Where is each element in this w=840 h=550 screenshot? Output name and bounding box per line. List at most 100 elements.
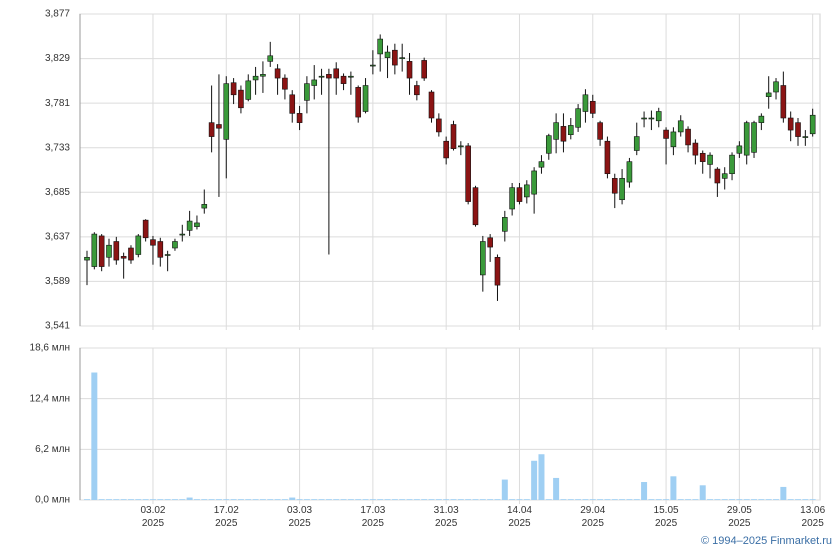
candle-body: [487, 237, 493, 248]
candle-body: [648, 117, 655, 120]
volume-bar: [589, 499, 596, 500]
volume-bar: [787, 499, 794, 500]
volume-bar: [619, 499, 626, 500]
candle-body: [619, 178, 625, 201]
candle-body: [260, 74, 266, 77]
volume-bar: [84, 499, 90, 500]
volume-bar: [237, 499, 244, 500]
candle-body: [164, 254, 171, 256]
x-tick-label: 17.02 2025: [213, 505, 239, 529]
volume-bar: [443, 499, 450, 500]
y-tick-label: 3,877: [45, 9, 70, 20]
volume-bar: [802, 499, 809, 500]
candle-body: [677, 120, 684, 133]
candle-body: [406, 61, 413, 79]
candle-body: [392, 49, 398, 66]
volume-bar: [765, 499, 772, 500]
candle-body: [318, 75, 325, 78]
candle-body: [538, 161, 545, 168]
candle-body: [208, 122, 215, 137]
candle-body: [611, 178, 618, 194]
candle-body: [597, 122, 603, 140]
candle-body: [428, 91, 435, 119]
volume-bar: [758, 499, 765, 500]
volume-bar: [318, 499, 325, 500]
candle-body: [465, 145, 471, 202]
y-tick-label: 3,685: [45, 187, 70, 198]
volume-bar: [457, 499, 464, 500]
volume-bar: [142, 499, 149, 500]
candle-body: [458, 145, 464, 148]
candle-body: [751, 122, 757, 153]
y-tick-label: 3,589: [45, 276, 70, 287]
volume-bar: [340, 499, 347, 500]
volume-bar: [252, 499, 259, 500]
volume-bar: [98, 499, 105, 500]
candle-body: [758, 115, 765, 123]
volume-bar: [648, 499, 655, 500]
candle-body: [450, 124, 457, 149]
candle-body: [523, 184, 530, 198]
volume-bar: [377, 499, 384, 500]
candle-body: [230, 82, 237, 96]
x-tick-label: 17.03 2025: [360, 505, 386, 529]
candle-body: [743, 122, 750, 156]
volume-bar: [567, 499, 574, 500]
volume-bar: [641, 482, 648, 500]
volume-bar: [135, 499, 142, 500]
volume-bar: [692, 499, 699, 500]
y-tick-label: 18,6 млн: [30, 343, 70, 354]
volume-bar: [509, 499, 516, 500]
candle-body: [809, 114, 816, 135]
volume-bar: [773, 499, 780, 500]
volume-bar: [611, 499, 618, 500]
volume-bar: [729, 499, 736, 500]
volume-bar: [120, 499, 127, 500]
candle-body: [362, 85, 369, 112]
volume-bar: [149, 499, 156, 500]
y-tick-label: 3,781: [45, 98, 70, 109]
volume-bar: [171, 499, 178, 500]
x-tick-label: 03.02 2025: [140, 505, 166, 529]
volume-bar: [494, 499, 501, 500]
candle-body: [802, 136, 809, 138]
candle-body: [311, 79, 318, 86]
x-tick-label: 03.03 2025: [287, 505, 313, 529]
volume-bar: [208, 499, 215, 500]
volume-bar: [384, 499, 391, 500]
volume-bar: [303, 499, 310, 500]
candle-body: [626, 161, 633, 183]
volume-bar: [721, 499, 728, 500]
candle-body: [274, 68, 281, 79]
volume-bar: [355, 499, 362, 500]
candle-body: [157, 241, 164, 258]
volume-bar: [179, 499, 186, 500]
volume-bar: [127, 499, 134, 500]
candle-body: [414, 85, 420, 96]
candle-body: [135, 235, 142, 255]
volume-bar: [113, 499, 120, 500]
candle-body: [120, 256, 127, 259]
y-tick-label: 3,637: [45, 231, 70, 242]
x-tick-label: 15.05 2025: [653, 505, 679, 529]
candle-body: [736, 145, 743, 154]
candle-body: [201, 204, 208, 209]
candle-body: [216, 124, 222, 129]
panel-frame: [79, 13, 821, 327]
candle-body: [582, 94, 589, 112]
candle-body: [472, 187, 479, 226]
candle-body: [84, 256, 90, 261]
volume-bar: [531, 460, 538, 500]
x-tick-label: 13.06 2025: [800, 505, 826, 529]
candle-body: [685, 128, 691, 146]
candle-body: [560, 126, 567, 142]
candle-body: [531, 170, 537, 195]
volume-bar: [685, 499, 692, 500]
candle-body: [399, 57, 405, 59]
candle-body: [589, 100, 596, 114]
volume-bar: [626, 499, 633, 500]
candle-body: [150, 239, 156, 246]
candle-body: [721, 173, 728, 179]
